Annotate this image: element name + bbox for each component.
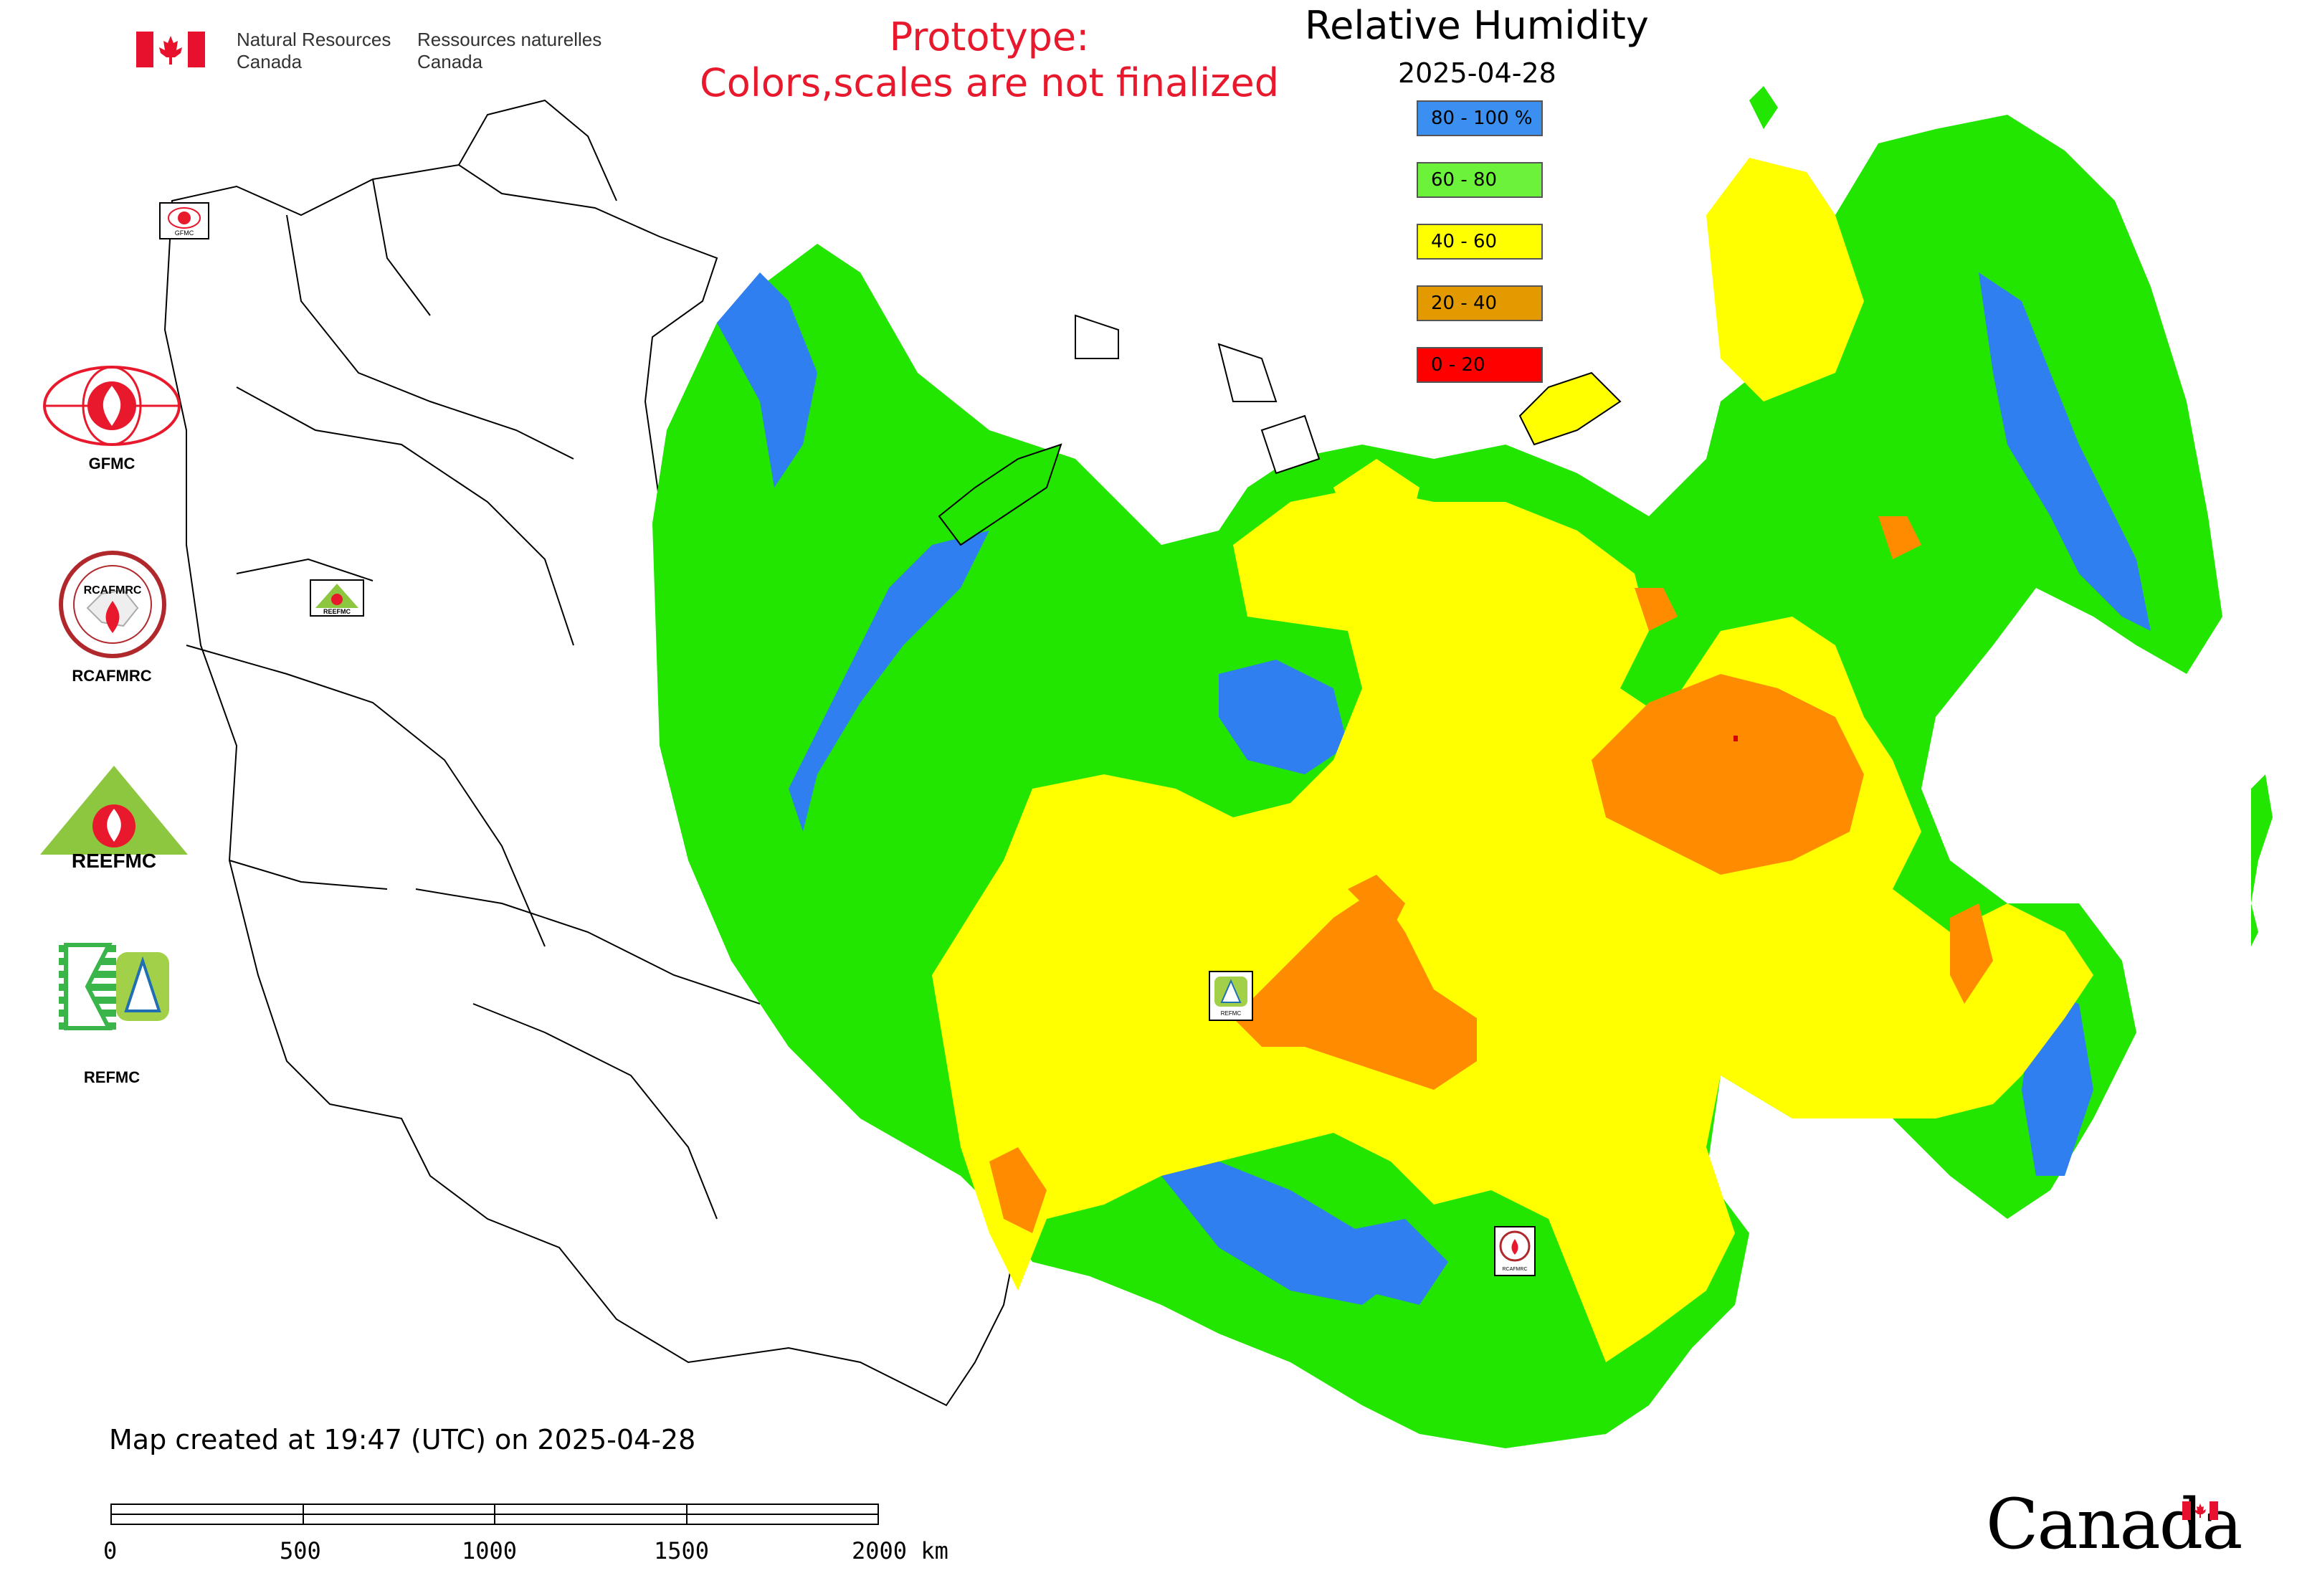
rcafmrc-logo-icon: RCAFMRC xyxy=(59,551,166,658)
scale-label-2000: 2000 km xyxy=(852,1537,948,1564)
wordmark-flag-icon xyxy=(2182,1501,2218,1520)
org-name-en-line2: Canada xyxy=(237,51,303,72)
gfmc-marker-icon: GFMC xyxy=(159,202,209,239)
legend-label: 40 - 60 xyxy=(1431,231,1498,252)
country-outlines-west xyxy=(163,99,1019,1407)
rcafmrc-marker-icon: RCAFMRC xyxy=(1494,1226,1536,1276)
map-title: Relative Humidity xyxy=(1305,3,1649,48)
map-date: 2025-04-28 xyxy=(1398,57,1556,89)
refmc-marker-label: REFMC xyxy=(1221,1010,1242,1017)
reefmc-marker-icon: REEFMC xyxy=(310,579,364,617)
humidity-field xyxy=(652,86,2273,1448)
canada-wordmark: Canada xyxy=(1986,1484,2242,1564)
org-name-fr: Ressources naturelles Canada xyxy=(417,29,601,73)
legend-label: 20 - 40 xyxy=(1431,293,1498,314)
scale-label-1000: 1000 xyxy=(462,1537,518,1564)
legend-label: 80 - 100 % xyxy=(1431,108,1533,129)
org-name-en: Natural Resources Canada xyxy=(237,29,391,73)
refmc-logo-icon xyxy=(59,942,171,1031)
prototype-notice-line2: Colors,scales are not finalized xyxy=(700,60,1279,105)
legend-item-20-40: 20 - 40 xyxy=(1417,285,1543,321)
legend-label: 60 - 80 xyxy=(1431,169,1498,191)
org-name-fr-line1: Ressources naturelles xyxy=(417,29,602,50)
legend-item-80-100: 80 - 100 % xyxy=(1417,100,1543,136)
legend-item-60-80: 60 - 80 xyxy=(1417,162,1543,198)
rcafmrc-marker-label: RCAFMRC xyxy=(1503,1267,1528,1272)
prototype-notice: Prototype: Colors,scales are not finaliz… xyxy=(645,14,1333,106)
reefmc-marker-label: REEFMC xyxy=(323,608,351,615)
scale-label-1500: 1500 xyxy=(654,1537,710,1564)
nrcan-flag-icon xyxy=(136,32,205,67)
legend-item-0-20: 0 - 20 xyxy=(1417,347,1543,383)
scale-bar xyxy=(110,1504,879,1525)
refmc-marker-icon: REFMC xyxy=(1209,971,1253,1021)
refmc-label: REFMC xyxy=(83,1068,141,1086)
legend-item-40-60: 40 - 60 xyxy=(1417,224,1543,260)
org-name-fr-line2: Canada xyxy=(417,51,483,72)
svg-text:RCAFMRC: RCAFMRC xyxy=(84,584,142,597)
gfmc-logo-icon xyxy=(42,364,182,447)
gfmc-marker-label: GFMC xyxy=(175,229,194,237)
org-name-en-line1: Natural Resources xyxy=(237,29,391,50)
reefmc-logo-text: REEFMC xyxy=(72,850,156,872)
rcafmrc-label: RCAFMRC xyxy=(72,667,152,685)
reefmc-logo-icon: REEFMC xyxy=(37,763,191,872)
legend-label: 0 - 20 xyxy=(1431,354,1485,376)
map-created-timestamp: Map created at 19:47 (UTC) on 2025-04-28 xyxy=(109,1424,696,1455)
prototype-notice-line1: Prototype: xyxy=(889,14,1090,60)
scale-label-500: 500 xyxy=(280,1537,321,1564)
gfmc-label: GFMC xyxy=(88,455,135,472)
scale-label-0: 0 xyxy=(103,1537,118,1564)
